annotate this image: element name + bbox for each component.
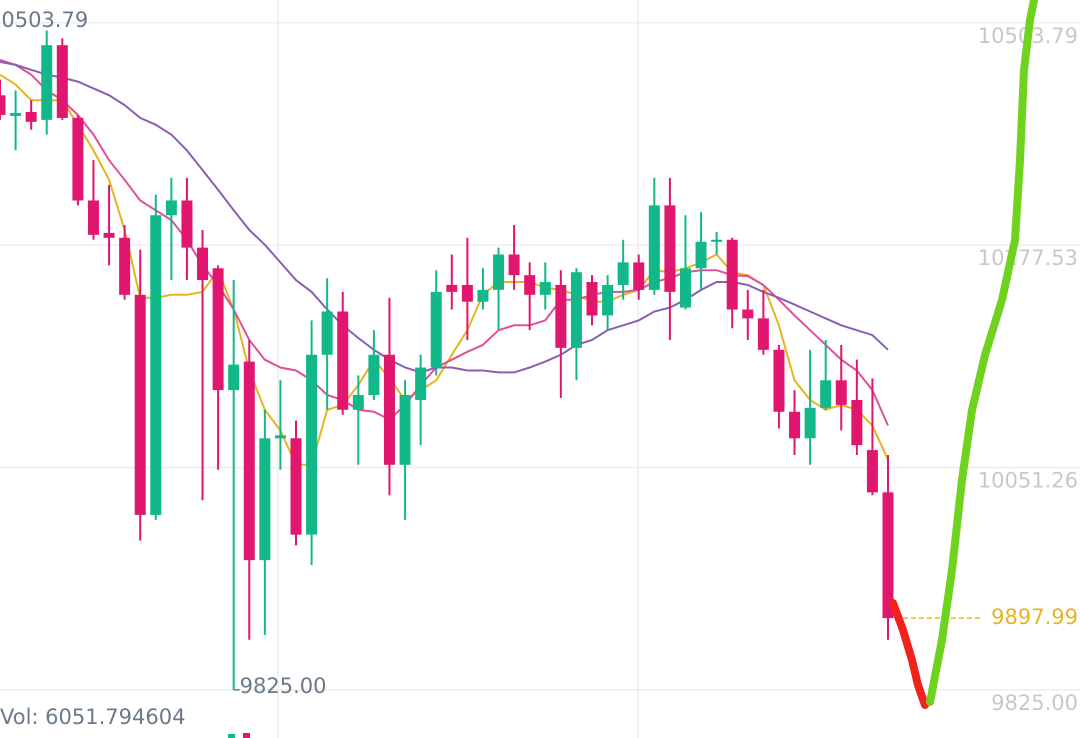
candle-body [820, 380, 832, 408]
candle-body [539, 282, 551, 295]
candle-body [212, 268, 224, 391]
volume-label: Vol: 6051.794604 [0, 705, 185, 729]
candle-body [56, 45, 68, 118]
candle-body [493, 254, 505, 290]
candle-body [181, 200, 193, 248]
candle-body [321, 311, 333, 355]
candle-body [0, 95, 6, 115]
candle-body [87, 200, 99, 235]
candle-body [243, 361, 255, 561]
candle-body [602, 284, 614, 316]
y-tick-label: 10277.53 [978, 246, 1078, 270]
candle-body [711, 239, 723, 242]
candle-body [228, 364, 240, 391]
y-tick-label: 9825.00 [991, 691, 1078, 715]
candle-body [633, 262, 645, 290]
candle-body [757, 318, 769, 350]
candle-body [41, 45, 53, 120]
candle-body [134, 294, 146, 515]
volume-bar [228, 734, 235, 738]
y-tick-label: 10051.26 [978, 469, 1078, 493]
low-marker-label: 9825.00 [240, 674, 327, 698]
candle-body [804, 407, 816, 439]
last-price-label: 9897.99 [991, 605, 1078, 629]
candle-body [165, 200, 177, 216]
candle-body [415, 367, 427, 400]
candle-body [306, 354, 318, 535]
candle-body [383, 354, 395, 465]
candle-body [290, 438, 302, 535]
candle-body [274, 435, 286, 439]
candle-body [742, 309, 754, 319]
candle-body [368, 354, 380, 396]
hand-drawn-green-stroke [926, 0, 1039, 706]
candle-body [695, 241, 707, 269]
candle-body [648, 205, 660, 290]
candle-body [430, 291, 442, 368]
candles [0, 30, 894, 690]
candle-body [851, 399, 863, 446]
candle-body [835, 380, 847, 405]
candle-body [446, 284, 458, 292]
candle-body [119, 237, 131, 295]
candle-body [25, 112, 37, 122]
candle-body [664, 205, 676, 292]
candle-body [586, 282, 598, 316]
top-left-price-label: 10503.79 [0, 8, 88, 32]
candle-body [679, 268, 691, 308]
candle-body [197, 247, 209, 281]
candle-body [352, 395, 364, 410]
moving-average-line [0, 73, 889, 466]
candle-body [72, 117, 84, 201]
candle-body [570, 272, 582, 348]
candle-body [726, 239, 738, 310]
candle-body [399, 395, 411, 465]
candle-body [555, 284, 567, 348]
moving-averages [0, 58, 889, 466]
volume-bar [243, 733, 250, 738]
candle-body [524, 275, 536, 295]
candle-body [477, 289, 489, 302]
candle-body [103, 232, 115, 238]
candle-body [866, 450, 878, 493]
candle-body [10, 113, 22, 116]
moving-average-line [0, 60, 889, 374]
hand-drawn-red-stroke [889, 599, 929, 709]
candle-body [337, 311, 349, 410]
labels: 10503.7910277.5310051.269825.0010503.799… [0, 8, 1078, 729]
candle-body [789, 411, 801, 439]
candle-body [259, 438, 271, 561]
candle-body [773, 349, 785, 412]
moving-average-line [0, 58, 889, 426]
candle-body [617, 262, 629, 285]
candle-body [882, 492, 894, 619]
candle-body [508, 254, 520, 276]
candle-body [461, 284, 473, 302]
candle-body [150, 215, 162, 515]
grid [0, 22, 1080, 691]
